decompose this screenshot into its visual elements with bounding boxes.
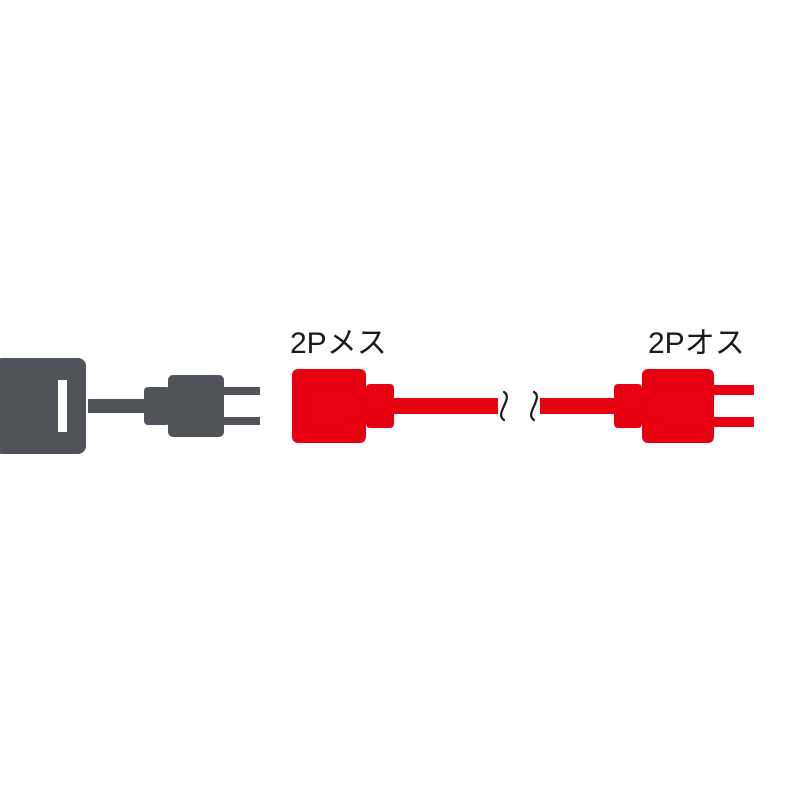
red-female-body — [292, 369, 366, 443]
break-mark — [501, 392, 507, 420]
red-female-neck — [366, 384, 394, 428]
red-male-body — [642, 369, 714, 443]
diagram-svg — [0, 0, 800, 800]
outlet-slot — [58, 380, 67, 408]
break-mark — [531, 392, 537, 420]
red-male-prong — [714, 385, 754, 395]
red-male-neck — [614, 384, 642, 428]
gray-plug-prong — [224, 387, 260, 395]
diagram-stage: 2Pメス 2Pオス — [0, 0, 800, 800]
gray-plug-neck — [144, 387, 170, 425]
outlet-slot — [58, 404, 67, 432]
red-male-prong — [714, 417, 754, 427]
gray-plug-body — [168, 375, 224, 437]
outlet-body — [0, 358, 86, 454]
gray-plug-prong — [224, 417, 260, 425]
